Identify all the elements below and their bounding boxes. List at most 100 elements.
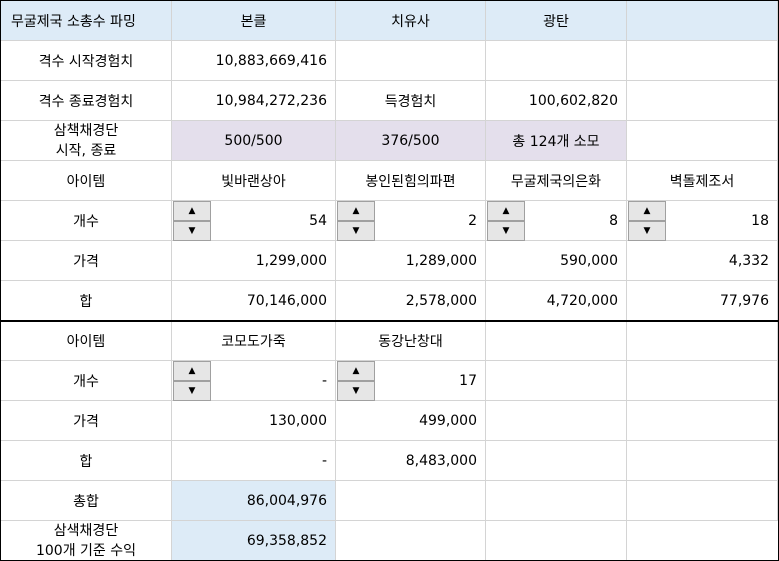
end-exp-value-cell[interactable]: 10,984,272,236 bbox=[172, 81, 336, 121]
empty-cell[interactable] bbox=[336, 41, 486, 81]
item-count-cell[interactable]: 8 bbox=[486, 201, 627, 241]
consumable-label-line2: 시작, 종료 bbox=[55, 142, 117, 159]
spin-down-icon[interactable]: ▼ bbox=[337, 381, 375, 401]
count-spinner[interactable]: ▲ ▼ bbox=[173, 361, 211, 401]
item-name-cell[interactable]: 동강난창대 bbox=[336, 322, 486, 361]
item-name-cell[interactable]: 무굴제국의은화 bbox=[486, 161, 627, 201]
header-gunslinger-cell[interactable]: 광탄 bbox=[486, 1, 627, 41]
empty-cell[interactable] bbox=[627, 521, 778, 560]
empty-cell[interactable] bbox=[486, 521, 627, 560]
item-count-cell[interactable]: 54 bbox=[172, 201, 336, 241]
item-sum-cell[interactable]: 8,483,000 bbox=[336, 441, 486, 481]
item-name-cell[interactable]: 벽돌제조서 bbox=[627, 161, 778, 201]
consumable-healer-cell[interactable]: 376/500 bbox=[336, 121, 486, 161]
consumable-label-cell[interactable]: 삼책채경단 시작, 종료 bbox=[1, 121, 172, 161]
empty-cell[interactable] bbox=[486, 401, 627, 441]
spin-down-icon[interactable]: ▼ bbox=[487, 221, 525, 241]
item-count-cell[interactable]: 17 bbox=[336, 361, 486, 401]
count-spinner[interactable]: ▲ ▼ bbox=[628, 201, 666, 241]
header-healer-cell[interactable]: 치유사 bbox=[336, 1, 486, 41]
spin-down-icon[interactable]: ▼ bbox=[337, 221, 375, 241]
item-sum-cell[interactable]: 2,578,000 bbox=[336, 281, 486, 321]
item-price-cell[interactable]: 1,289,000 bbox=[336, 241, 486, 281]
price-label-cell[interactable]: 가격 bbox=[1, 241, 172, 281]
item-sum: 2,578,000 bbox=[405, 292, 477, 309]
item-sum-cell[interactable]: - bbox=[172, 441, 336, 481]
consumable-total-cell[interactable]: 총 124개 소모 bbox=[486, 121, 627, 161]
spin-down-icon[interactable]: ▼ bbox=[173, 381, 211, 401]
empty-cell[interactable] bbox=[627, 361, 778, 401]
price-label-cell[interactable]: 가격 bbox=[1, 401, 172, 441]
empty-cell[interactable] bbox=[627, 81, 778, 121]
empty-cell[interactable] bbox=[336, 481, 486, 521]
profit-value-cell[interactable]: 69,358,852 bbox=[172, 521, 336, 560]
item-name-cell[interactable]: 코모도가죽 bbox=[172, 322, 336, 361]
empty-cell[interactable] bbox=[627, 322, 778, 361]
consumable-total: 총 124개 소모 bbox=[512, 133, 600, 150]
start-exp-label-cell[interactable]: 격수 시작경험치 bbox=[1, 41, 172, 81]
empty-cell[interactable] bbox=[627, 41, 778, 81]
sum-label-cell[interactable]: 합 bbox=[1, 441, 172, 481]
end-exp-label-cell[interactable]: 격수 종료경험치 bbox=[1, 81, 172, 121]
item-price-cell[interactable]: 130,000 bbox=[172, 401, 336, 441]
item-name-cell[interactable]: 봉인된힘의파편 bbox=[336, 161, 486, 201]
item-label: 아이템 bbox=[66, 173, 106, 190]
start-exp-value-cell[interactable]: 10,883,669,416 bbox=[172, 41, 336, 81]
empty-cell[interactable] bbox=[486, 481, 627, 521]
item-sum: 70,146,000 bbox=[246, 292, 327, 309]
count-spinner[interactable]: ▲ ▼ bbox=[337, 201, 375, 241]
count-label-cell[interactable]: 개수 bbox=[1, 361, 172, 401]
spin-down-icon[interactable]: ▼ bbox=[628, 221, 666, 241]
header-empty-cell[interactable] bbox=[627, 1, 778, 41]
header-title-cell[interactable]: 무굴제국 소총수 파밍 bbox=[1, 1, 172, 41]
exp-gain-label-cell[interactable]: 득경험치 bbox=[336, 81, 486, 121]
profit-label-cell[interactable]: 삼색채경단 100개 기준 수익 bbox=[1, 521, 172, 560]
consumable-bonkle: 500/500 bbox=[224, 132, 283, 149]
item-count: 17 bbox=[459, 372, 477, 389]
empty-cell[interactable] bbox=[486, 441, 627, 481]
spin-up-icon[interactable]: ▲ bbox=[173, 201, 211, 221]
empty-cell[interactable] bbox=[336, 521, 486, 560]
price-label: 가격 bbox=[73, 253, 99, 270]
consumable-bonkle-cell[interactable]: 500/500 bbox=[172, 121, 336, 161]
exp-gain-value: 100,602,820 bbox=[528, 92, 618, 109]
count-spinner[interactable]: ▲ ▼ bbox=[337, 361, 375, 401]
count-spinner[interactable]: ▲ ▼ bbox=[487, 201, 525, 241]
item-sum-cell[interactable]: 77,976 bbox=[627, 281, 778, 321]
header-bonkle-cell[interactable]: 본클 bbox=[172, 1, 336, 41]
item-price-cell[interactable]: 499,000 bbox=[336, 401, 486, 441]
item-label-cell[interactable]: 아이템 bbox=[1, 161, 172, 201]
item-count-cell[interactable]: - bbox=[172, 361, 336, 401]
empty-cell[interactable] bbox=[627, 121, 778, 161]
spin-down-icon[interactable]: ▼ bbox=[173, 221, 211, 241]
price-label: 가격 bbox=[73, 413, 99, 430]
spin-up-icon[interactable]: ▲ bbox=[173, 361, 211, 381]
item-label-cell[interactable]: 아이템 bbox=[1, 322, 172, 361]
item-count-cell[interactable]: 18 bbox=[627, 201, 778, 241]
item-price-cell[interactable]: 590,000 bbox=[486, 241, 627, 281]
item-sum-cell[interactable]: 70,146,000 bbox=[172, 281, 336, 321]
sum-label-cell[interactable]: 합 bbox=[1, 281, 172, 321]
empty-cell[interactable] bbox=[627, 441, 778, 481]
spin-up-icon[interactable]: ▲ bbox=[628, 201, 666, 221]
exp-gain-value-cell[interactable]: 100,602,820 bbox=[486, 81, 627, 121]
count-spinner[interactable]: ▲ ▼ bbox=[173, 201, 211, 241]
spin-up-icon[interactable]: ▲ bbox=[337, 361, 375, 381]
empty-cell[interactable] bbox=[486, 361, 627, 401]
spin-up-icon[interactable]: ▲ bbox=[337, 201, 375, 221]
item-sum-cell[interactable]: 4,720,000 bbox=[486, 281, 627, 321]
item-count: 18 bbox=[751, 212, 769, 229]
empty-cell[interactable] bbox=[486, 322, 627, 361]
empty-cell[interactable] bbox=[627, 401, 778, 441]
count-label-cell[interactable]: 개수 bbox=[1, 201, 172, 241]
item-count-cell[interactable]: 2 bbox=[336, 201, 486, 241]
item-price-cell[interactable]: 1,299,000 bbox=[172, 241, 336, 281]
item-price-cell[interactable]: 4,332 bbox=[627, 241, 778, 281]
total-value-cell[interactable]: 86,004,976 bbox=[172, 481, 336, 521]
item-name-cell[interactable]: 빛바랜상아 bbox=[172, 161, 336, 201]
total-label-cell[interactable]: 총합 bbox=[1, 481, 172, 521]
spin-up-icon[interactable]: ▲ bbox=[487, 201, 525, 221]
empty-cell[interactable] bbox=[486, 41, 627, 81]
empty-cell[interactable] bbox=[627, 481, 778, 521]
